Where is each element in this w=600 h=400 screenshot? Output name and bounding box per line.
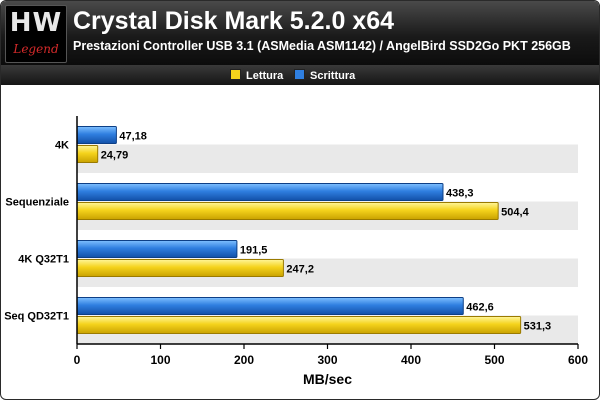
- legend-item-lettura: Lettura: [230, 69, 284, 82]
- value-label-scrittura: 191,5: [240, 245, 268, 257]
- x-axis-title: MB/sec: [303, 371, 352, 387]
- chart-header: HW Legend Crystal Disk Mark 5.2.0 x64 Pr…: [1, 1, 599, 65]
- hwlegend-logo: HW Legend: [5, 5, 67, 63]
- x-tick-label: 500: [484, 353, 504, 367]
- x-tick-label: 100: [150, 353, 170, 367]
- legend-item-scrittura: Scrittura: [294, 69, 356, 82]
- value-label-scrittura: 438,3: [446, 188, 474, 200]
- legend: Lettura Scrittura: [1, 65, 599, 85]
- bar-lettura: [76, 259, 284, 277]
- bar-scrittura: [76, 183, 444, 201]
- x-tick-label: 600: [568, 353, 588, 367]
- value-label-lettura: 24,79: [101, 150, 129, 162]
- value-label-lettura: 531,3: [524, 321, 552, 333]
- x-tick-label: 400: [401, 353, 421, 367]
- category-label: 4K: [55, 140, 69, 152]
- bar-scrittura: [76, 297, 464, 315]
- logo-mark: HW: [9, 8, 63, 38]
- legend-swatch-scrittura: [294, 69, 305, 80]
- x-tick-label: 200: [234, 353, 254, 367]
- category-label: Sequenziale: [5, 197, 69, 209]
- bar-scrittura: [76, 240, 238, 258]
- bar-lettura: [76, 202, 499, 220]
- bar-lettura: [76, 145, 99, 163]
- x-tick-label: 0: [74, 353, 81, 367]
- legend-label-scrittura: Scrittura: [310, 70, 356, 82]
- value-label-scrittura: 47,18: [119, 131, 147, 143]
- category-label: Seq QD32T1: [4, 311, 69, 323]
- category-label: 4K Q32T1: [18, 254, 69, 266]
- legend-swatch-lettura: [230, 69, 241, 80]
- bar-lettura: [76, 316, 522, 334]
- bar-scrittura: [76, 126, 117, 144]
- value-label-lettura: 504,4: [501, 207, 529, 219]
- value-label-lettura: 247,2: [286, 264, 314, 276]
- legend-label-lettura: Lettura: [246, 70, 284, 82]
- bar-chart-plot: 4K 47,18 24,79 Sequenziale 438,3 504,4 4K Q32T…: [4, 116, 588, 387]
- logo-subtext: Legend: [13, 42, 59, 56]
- chart-subtitle: Prestazioni Controller USB 3.1 (ASMedia …: [73, 39, 571, 53]
- category-band: [77, 144, 578, 173]
- value-label-scrittura: 462,6: [466, 302, 494, 314]
- chart-title: Crystal Disk Mark 5.2.0 x64: [73, 7, 395, 35]
- x-tick-label: 300: [317, 353, 337, 367]
